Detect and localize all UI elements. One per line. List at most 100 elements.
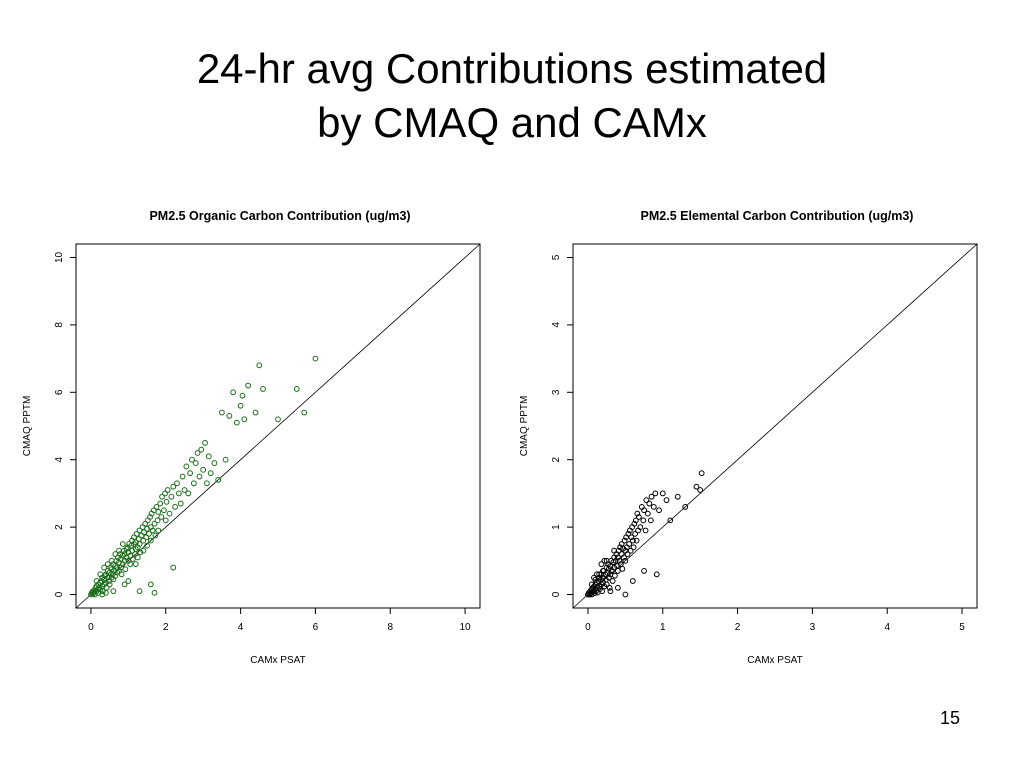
data-point xyxy=(104,574,111,581)
data-point xyxy=(614,554,621,561)
data-point xyxy=(136,588,143,595)
data-point xyxy=(161,507,167,514)
data-point xyxy=(155,509,162,515)
chart-title: PM2.5 Elemental Carbon Contribution (ug/… xyxy=(641,209,914,223)
data-point xyxy=(647,517,654,524)
data-point xyxy=(207,470,214,477)
elemental-carbon-chart: PM2.5 Elemental Carbon Contribution (ug/… xyxy=(497,200,997,680)
page-number: 15 xyxy=(939,708,961,728)
y-tick-label: 8 xyxy=(54,322,65,328)
scatter-points xyxy=(88,355,319,598)
data-point xyxy=(252,409,259,416)
data-point xyxy=(641,507,647,514)
data-point xyxy=(603,557,610,564)
x-tick-label: 8 xyxy=(387,622,393,633)
y-tick-label: 1 xyxy=(551,524,562,530)
y-tick-label: 0 xyxy=(551,591,562,597)
data-point xyxy=(181,487,188,493)
data-point xyxy=(667,517,674,524)
data-point xyxy=(614,568,621,574)
y-tick-label: 3 xyxy=(551,389,562,395)
data-point xyxy=(607,588,614,595)
data-point xyxy=(185,490,192,497)
data-point xyxy=(241,416,248,423)
data-point xyxy=(226,412,233,419)
y-tick-label: 2 xyxy=(551,456,562,462)
identity-line xyxy=(75,243,481,609)
data-point xyxy=(151,520,158,527)
data-point xyxy=(198,446,205,453)
data-point xyxy=(106,581,113,588)
data-point xyxy=(632,530,638,537)
x-tick-label: 0 xyxy=(88,622,94,633)
identity-line xyxy=(572,243,978,609)
y-tick-label: 4 xyxy=(54,456,65,462)
data-point xyxy=(200,466,207,473)
x-tick-label: 6 xyxy=(313,622,319,633)
data-point xyxy=(153,503,160,510)
data-point xyxy=(635,514,642,520)
data-point xyxy=(245,382,251,389)
data-point xyxy=(275,416,281,423)
y-tick-label: 2 xyxy=(54,524,65,530)
data-point xyxy=(164,487,171,493)
data-point xyxy=(205,453,212,460)
data-point xyxy=(147,537,154,544)
y-axis-title: CMAQ PPTM xyxy=(22,396,33,457)
x-axis-title: CAMx PSAT xyxy=(250,655,305,666)
data-point xyxy=(233,419,240,426)
data-point xyxy=(174,480,180,487)
data-point xyxy=(103,589,109,596)
data-point xyxy=(600,568,606,574)
data-point xyxy=(625,530,632,537)
x-tick-label: 0 xyxy=(585,622,591,633)
data-point xyxy=(112,551,119,557)
data-point xyxy=(104,561,111,568)
data-point xyxy=(312,355,319,362)
data-point xyxy=(189,456,195,463)
data-point xyxy=(170,564,177,571)
data-point xyxy=(152,532,159,539)
data-point xyxy=(132,561,139,568)
data-point xyxy=(646,500,653,507)
data-point xyxy=(121,581,128,588)
data-point xyxy=(652,490,659,497)
data-point xyxy=(211,460,218,466)
data-point xyxy=(628,534,635,541)
data-point xyxy=(140,537,147,544)
y-tick-label: 5 xyxy=(551,254,562,260)
data-point xyxy=(596,571,603,578)
data-point xyxy=(650,503,657,510)
data-point xyxy=(157,500,164,507)
data-point xyxy=(122,566,129,573)
data-point xyxy=(648,493,655,500)
data-point xyxy=(640,517,647,524)
data-point xyxy=(642,527,649,534)
slide-title: 24-hr avg Contributions estimated by CMA… xyxy=(0,42,1024,150)
data-point xyxy=(260,386,266,392)
data-point xyxy=(133,530,140,537)
x-axis-title: CAMx PSAT xyxy=(747,655,802,666)
data-point xyxy=(158,514,165,520)
data-point xyxy=(168,493,175,500)
organic-carbon-chart: PM2.5 Organic Carbon Contribution (ug/m3… xyxy=(0,200,500,680)
data-point xyxy=(637,524,644,531)
data-point xyxy=(163,498,170,505)
data-point xyxy=(155,527,162,534)
data-point xyxy=(110,588,117,595)
data-point xyxy=(606,584,613,591)
plot-frame xyxy=(75,243,481,609)
data-point xyxy=(215,477,222,483)
data-point xyxy=(622,591,629,598)
elemental-carbon-plot: PM2.5 Elemental Carbon Contribution (ug/… xyxy=(519,209,978,666)
data-point xyxy=(588,581,595,588)
data-point xyxy=(659,490,666,497)
data-point xyxy=(116,547,122,554)
chart-title: PM2.5 Organic Carbon Contribution (ug/m3… xyxy=(149,209,410,223)
data-point xyxy=(643,497,650,504)
data-point xyxy=(125,578,132,584)
data-point xyxy=(170,483,177,490)
data-point xyxy=(140,547,147,554)
y-tick-label: 10 xyxy=(54,251,65,263)
data-point xyxy=(674,493,681,500)
